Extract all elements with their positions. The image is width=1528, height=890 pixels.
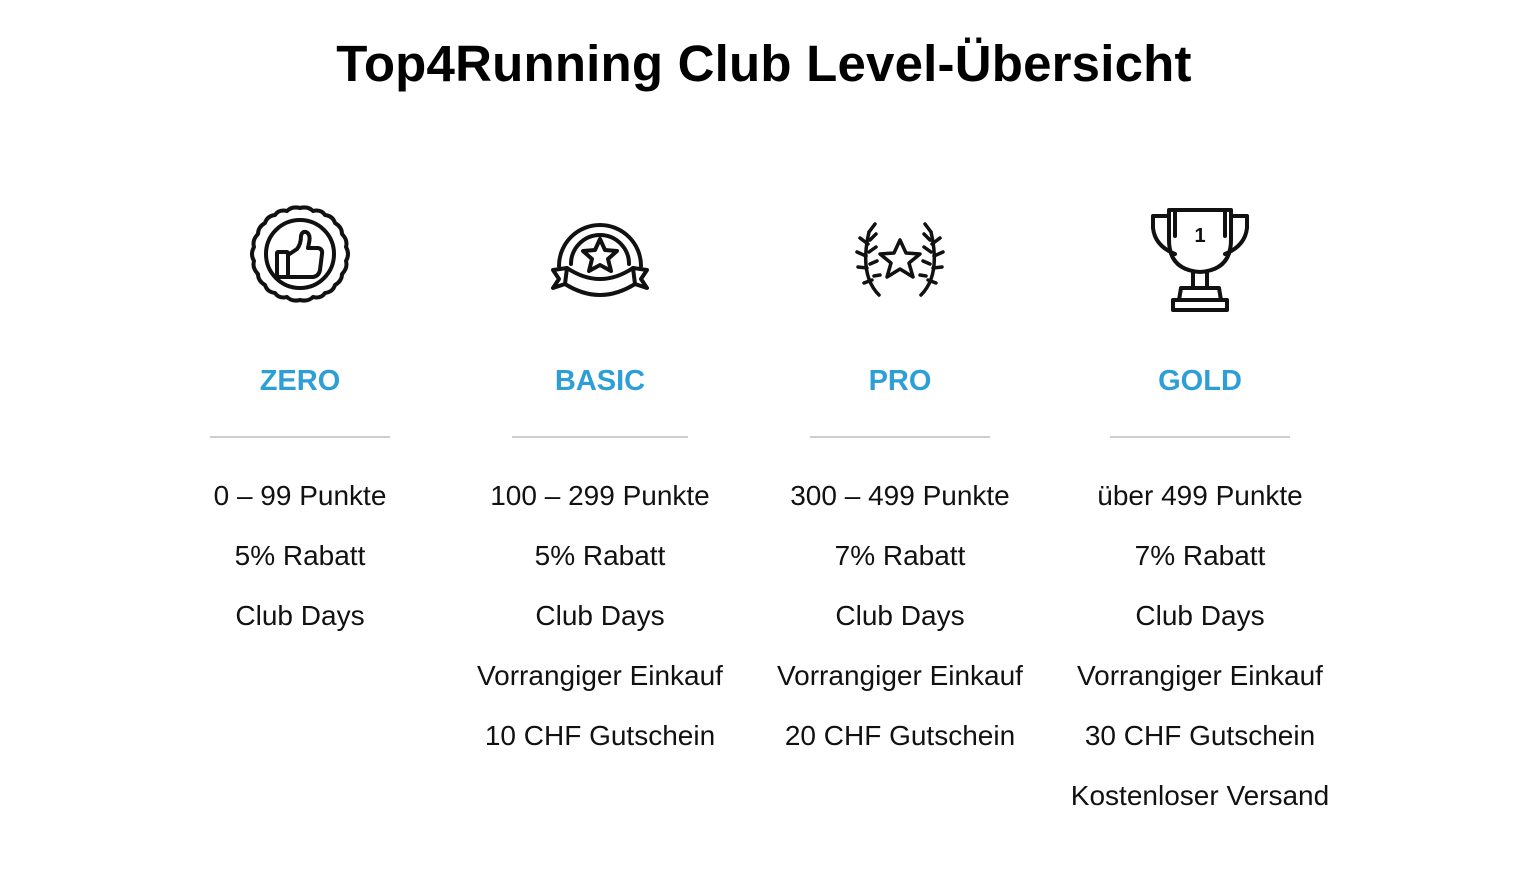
benefit-item: Club Days — [535, 600, 665, 631]
benefit-item: 5% Rabatt — [234, 540, 366, 571]
benefit-item: 7% Rabatt — [1134, 540, 1266, 571]
benefit-item: 10 CHF Gutschein — [484, 720, 716, 751]
benefit-list-gold: über 499 Punkte 7% Rabatt Club Days Vorr… — [1050, 466, 1350, 826]
level-card-gold: 1 GOLD über 499 Punkte 7% Rabatt Club Da… — [1050, 200, 1350, 826]
level-divider — [512, 436, 688, 438]
benefit-item: Vorrangiger Einkauf — [777, 660, 1023, 691]
benefit-list-pro: 300 – 499 Punkte 7% Rabatt Club Days Vor… — [750, 466, 1050, 766]
benefit-item: 20 CHF Gutschein — [784, 720, 1016, 751]
level-name-zero: ZERO — [259, 365, 341, 397]
page-title: Top4Running Club Level-Übersicht — [336, 35, 1192, 92]
level-divider — [1110, 436, 1290, 438]
benefit-list-zero: 0 – 99 Punkte 5% Rabatt Club Days — [150, 466, 450, 646]
benefit-list-basic: 100 – 299 Punkte 5% Rabatt Club Days Vor… — [450, 466, 750, 766]
benefit-item: 300 – 499 Punkte — [790, 480, 1010, 511]
benefit-item: Kostenloser Versand — [1070, 780, 1330, 811]
level-name-gold: GOLD — [1158, 365, 1242, 397]
benefit-item: 0 – 99 Punkte — [213, 480, 387, 511]
benefit-item: 100 – 299 Punkte — [490, 480, 710, 511]
benefit-item: Vorrangiger Einkauf — [477, 660, 723, 691]
level-card-basic: BASIC 100 – 299 Punkte 5% Rabatt Club Da… — [450, 200, 750, 766]
level-name-pro: PRO — [868, 365, 932, 397]
benefit-item: 30 CHF Gutschein — [1084, 720, 1316, 751]
trophy-rank-label: 1 — [1194, 225, 1205, 247]
thumbs-up-badge-icon — [245, 200, 355, 316]
level-name-basic: BASIC — [554, 365, 646, 397]
benefit-item: 5% Rabatt — [534, 540, 666, 571]
star-laurel-icon — [845, 200, 955, 316]
benefit-item: über 499 Punkte — [1097, 480, 1303, 511]
level-card-zero: ZERO 0 – 99 Punkte 5% Rabatt Club Days — [150, 200, 450, 646]
benefit-item: Club Days — [1135, 600, 1265, 631]
star-ribbon-badge-icon — [545, 200, 655, 316]
level-divider — [210, 436, 390, 438]
level-divider — [810, 436, 990, 438]
benefit-item: Vorrangiger Einkauf — [1077, 660, 1323, 691]
benefit-item: Club Days — [835, 600, 965, 631]
level-card-pro: PRO 300 – 499 Punkte 7% Rabatt Club Days… — [750, 200, 1050, 766]
trophy-icon: 1 — [1145, 200, 1255, 316]
benefit-item: Club Days — [235, 600, 365, 631]
benefit-item: 7% Rabatt — [834, 540, 966, 571]
